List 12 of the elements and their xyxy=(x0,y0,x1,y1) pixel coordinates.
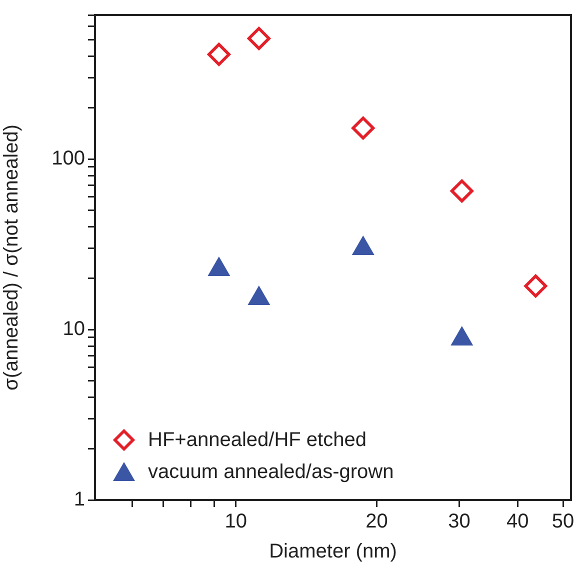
x-tick-label: 30 xyxy=(448,510,470,533)
x-tick-label: 10 xyxy=(224,510,248,533)
legend-label: vacuum annealed/as-grown xyxy=(148,460,394,484)
x-tick-label: 20 xyxy=(366,510,388,533)
y-tick-label: 10 xyxy=(62,318,85,340)
y-tick-label: 1 xyxy=(74,488,85,511)
y-axis-title: σ(annealed) / σ(not annealed) xyxy=(0,124,23,390)
legend-label: HF+annealed/HF etched xyxy=(148,428,366,452)
x-axis-title: Diameter (nm) xyxy=(269,540,397,563)
x-tick-label: 50 xyxy=(552,510,574,533)
y-tick-label: 100 xyxy=(52,148,85,170)
x-tick-label: 40 xyxy=(506,510,529,533)
